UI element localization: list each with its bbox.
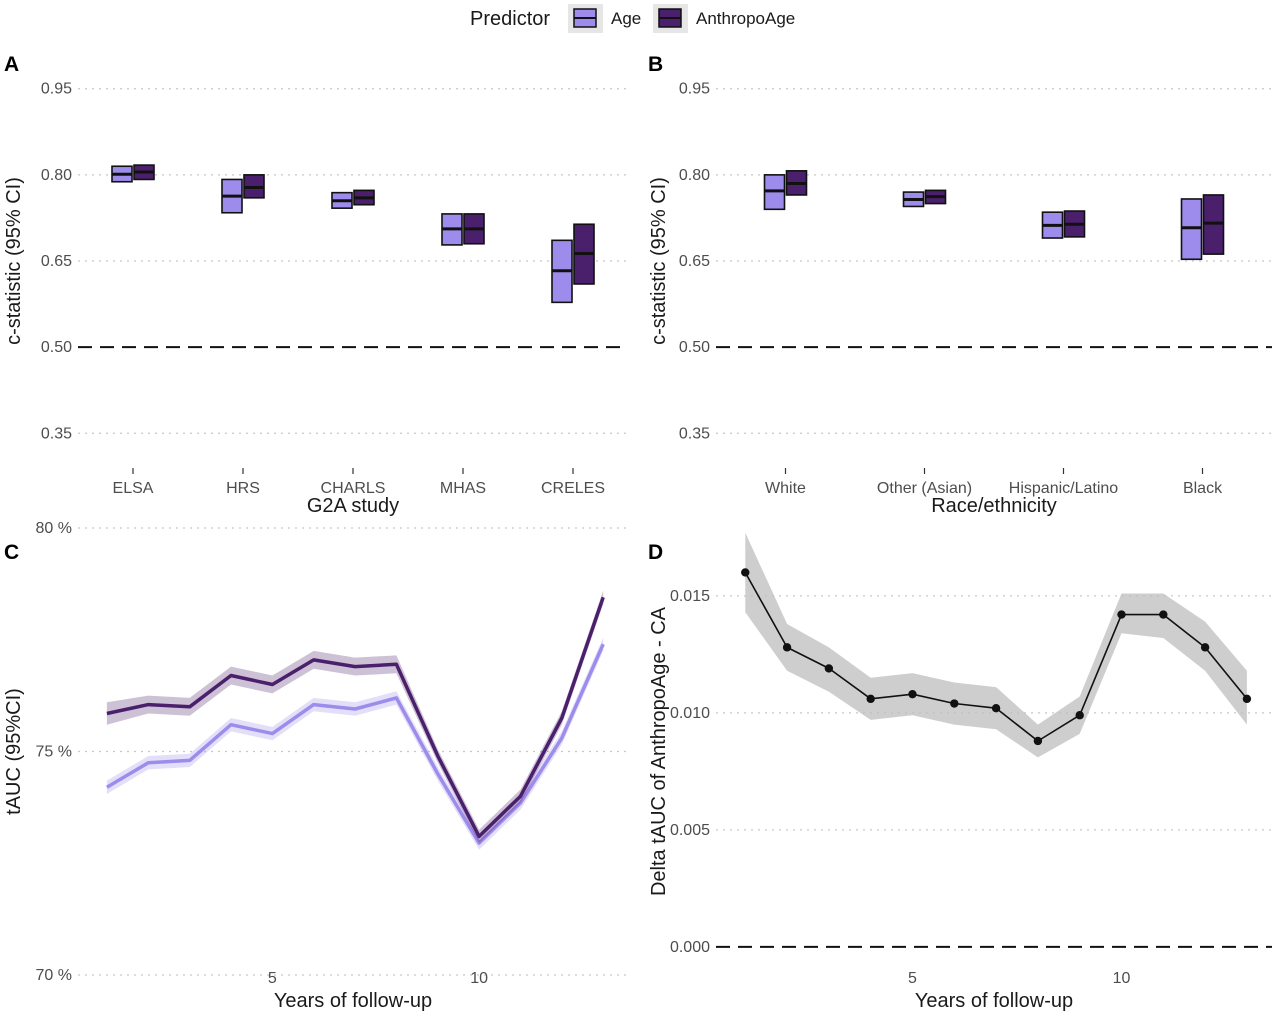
panel-label-a: A — [4, 53, 19, 76]
data-point — [950, 699, 959, 708]
data-point — [866, 694, 875, 704]
x-tick-label: CHARLS — [321, 480, 386, 497]
data-point — [741, 568, 750, 577]
y-tick-label: 0.35 — [679, 425, 710, 442]
y-tick-label: 0.015 — [670, 588, 710, 605]
x-tick-label: 10 — [470, 970, 488, 987]
series-line-anthropoage — [106, 596, 605, 839]
data-point — [908, 689, 917, 699]
y-tick-label: 0.65 — [679, 253, 710, 270]
y-tick-label: 0.50 — [41, 339, 72, 356]
panel-c-chart: 70 % 75 % 80 % 5 10 Years of follow-up tAUC (9… — [3, 520, 628, 1012]
legend-title: Predictor — [470, 8, 550, 30]
y-tick-label: 0.50 — [679, 339, 710, 356]
ci-band-delta — [745, 532, 1247, 758]
data-point — [1075, 711, 1084, 720]
data-point — [824, 664, 834, 673]
y-tick-label: 70 % — [36, 967, 72, 984]
y-tick-label: 0.005 — [670, 822, 710, 839]
x-axis-title: Years of follow-up — [274, 990, 432, 1012]
x-tick-label: ELSA — [113, 480, 154, 497]
data-point — [1242, 694, 1252, 704]
data-point — [782, 643, 792, 652]
panel-label-d: D — [648, 541, 663, 564]
data-point — [1159, 610, 1168, 619]
x-tick-label: MHAS — [440, 480, 486, 497]
panel-d-chart: 0.000 0.005 0.010 0.015 5 10 Years of follow-u… — [648, 532, 1272, 1012]
y-tick-label: 80 % — [36, 520, 72, 537]
panel-a-chart: 0.35 0.50 0.65 0.80 0.95 ELSA HRS CHARLS MHAS CRE… — [3, 81, 628, 517]
x-tick-label: HRS — [226, 480, 260, 497]
x-tick-label: Other (Asian) — [877, 480, 972, 497]
x-tick-label: CRELES — [541, 480, 605, 497]
y-axis-title: c-statistic (95% CI) — [3, 177, 25, 345]
data-point — [991, 704, 1001, 713]
y-tick-label: 0.65 — [41, 253, 72, 270]
y-tick-label: 0.000 — [670, 939, 710, 956]
x-tick-label: 5 — [908, 970, 917, 987]
x-axis-title: Years of follow-up — [915, 990, 1073, 1012]
x-tick-label: Black — [1183, 480, 1223, 497]
y-tick-label: 0.010 — [670, 705, 710, 722]
y-tick-label: 0.95 — [679, 81, 710, 98]
x-axis-title: G2A study — [307, 495, 399, 517]
data-point — [1117, 610, 1126, 619]
y-tick-label: 0.95 — [41, 81, 72, 98]
series-line-age — [106, 643, 605, 845]
panel-b-chart: 0.35 0.50 0.65 0.80 0.95 White Other (Asian) Hi… — [648, 81, 1272, 517]
ci-band-age — [106, 637, 604, 850]
y-axis-title: Delta tAUC of AnthropoAge - CA — [648, 606, 670, 896]
data-point — [1200, 643, 1210, 652]
legend-label-anthropoage: AnthropoAge — [696, 9, 795, 28]
panel-label-b: B — [648, 53, 663, 76]
x-tick-label: 10 — [1113, 970, 1131, 987]
y-tick-label: 0.80 — [679, 167, 710, 184]
y-tick-label: 0.35 — [41, 425, 72, 442]
x-tick-label: Hispanic/Latino — [1009, 480, 1119, 497]
y-tick-label: 0.80 — [41, 167, 72, 184]
data-point — [1033, 736, 1043, 746]
y-axis-title: tAUC (95%CI) — [3, 688, 25, 815]
x-tick-label: 5 — [268, 970, 277, 987]
y-tick-label: 75 % — [36, 744, 72, 761]
legend: Predictor Age AnthropoAge — [470, 4, 795, 33]
x-axis-title: Race/ethnicity — [931, 495, 1057, 517]
legend-label-age: Age — [611, 9, 641, 28]
y-axis-title: c-statistic (95% CI) — [648, 177, 670, 345]
panel-label-c: C — [4, 541, 19, 564]
ci-band-anthropoage — [106, 590, 604, 844]
x-tick-label: White — [765, 480, 806, 497]
